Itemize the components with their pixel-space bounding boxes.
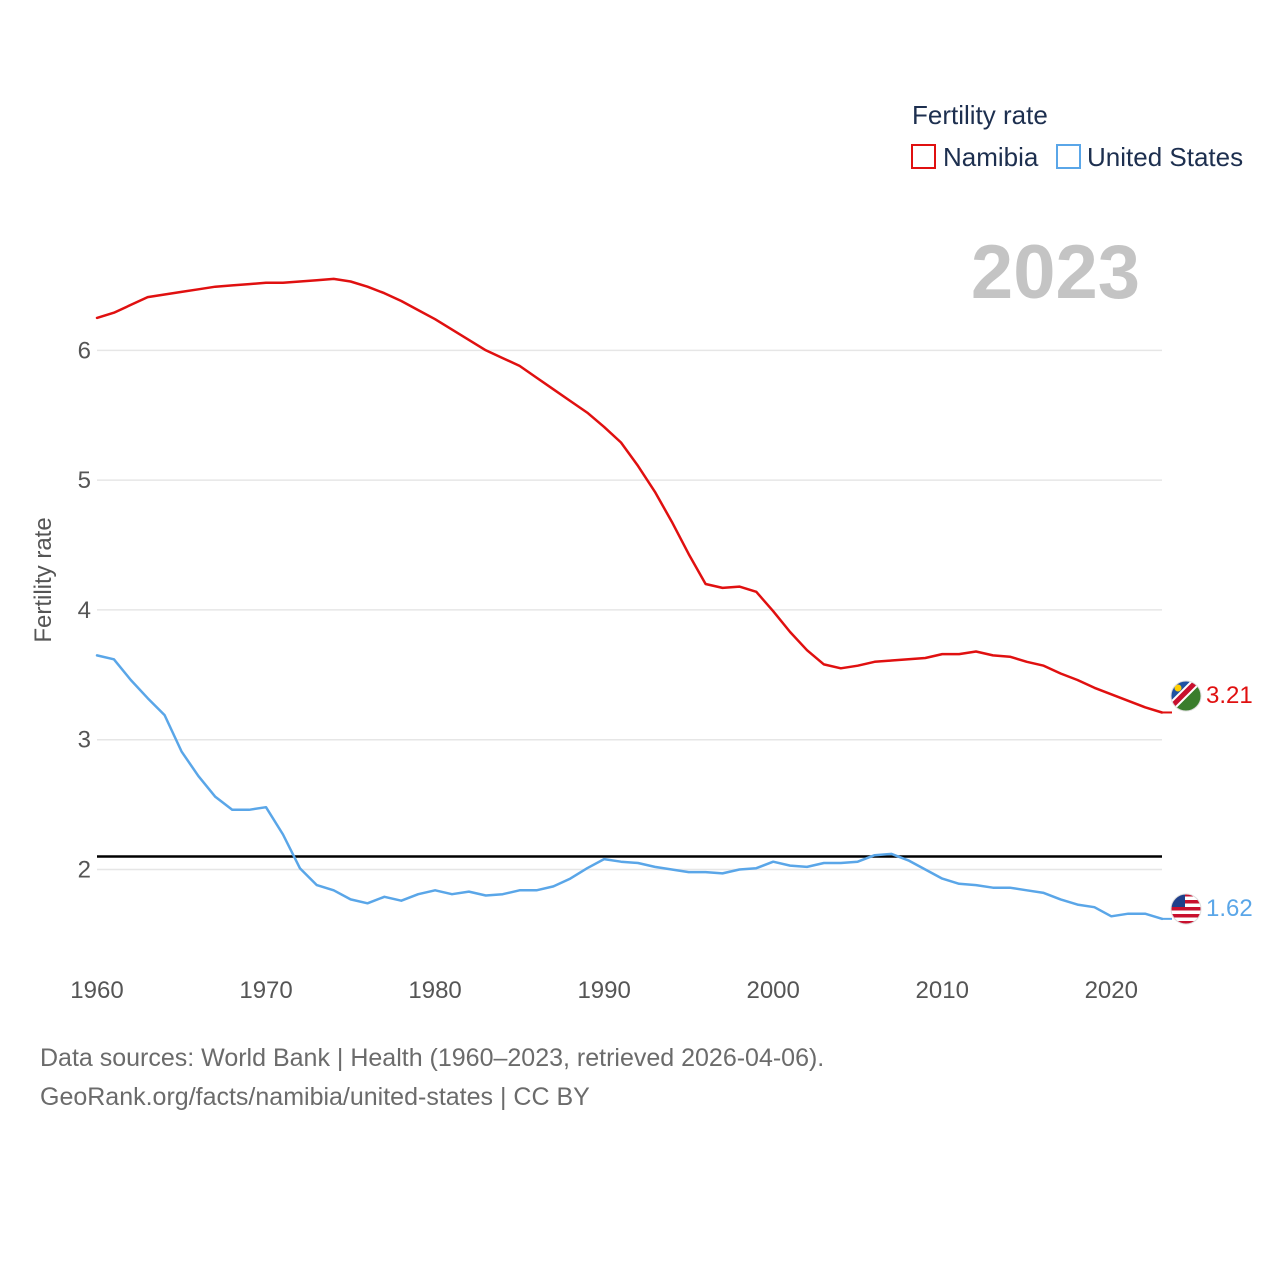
end-label-namibia: 3.21 [1206, 682, 1253, 709]
x-tick-label-2000: 2000 [746, 977, 799, 1004]
x-axis-ticks: 1960 1970 1980 1990 2000 2010 2020 [70, 977, 1138, 1004]
y-axis-ticks: 2 3 4 5 6 [78, 337, 91, 883]
y-tick-label-6: 6 [78, 337, 91, 364]
x-tick-label-1970: 1970 [239, 977, 292, 1004]
source-line-1: Data sources: World Bank | Health (1960–… [40, 1044, 825, 1072]
end-label-united-states: 1.62 [1206, 895, 1253, 922]
legend-swatch-united-states[interactable] [1056, 144, 1081, 169]
united-states-flag-icon [1171, 894, 1201, 924]
x-tick-label-2020: 2020 [1085, 977, 1138, 1004]
y-tick-label-2: 2 [78, 857, 91, 884]
legend: Fertility rate Namibia United States [911, 100, 1243, 172]
legend-swatch-namibia[interactable] [911, 144, 936, 169]
x-tick-label-1960: 1960 [70, 977, 123, 1004]
united-states-flag-border [1170, 893, 1202, 925]
series-lines [95, 277, 1172, 921]
x-tick-label-1980: 1980 [408, 977, 461, 1004]
y-tick-label-4: 4 [78, 597, 91, 624]
x-tick-label-2010: 2010 [916, 977, 969, 1004]
namibia-flag-border [1170, 680, 1202, 712]
grid-lines [97, 349, 1162, 871]
legend-label-united-states[interactable]: United States [1087, 142, 1243, 172]
x-tick-label-1990: 1990 [577, 977, 630, 1004]
y-axis-label: Fertility rate [30, 517, 57, 642]
source-line-2[interactable]: GeoRank.org/facts/namibia/united-states … [40, 1083, 590, 1111]
legend-title: Fertility rate [912, 100, 1048, 130]
series-line-namibia[interactable] [95, 277, 1164, 714]
y-tick-label-5: 5 [78, 467, 91, 494]
year-label: 2023 [971, 230, 1140, 315]
y-tick-label-3: 3 [78, 727, 91, 754]
series-line-united-states[interactable] [95, 654, 1164, 921]
legend-label-namibia[interactable]: Namibia [943, 142, 1039, 172]
